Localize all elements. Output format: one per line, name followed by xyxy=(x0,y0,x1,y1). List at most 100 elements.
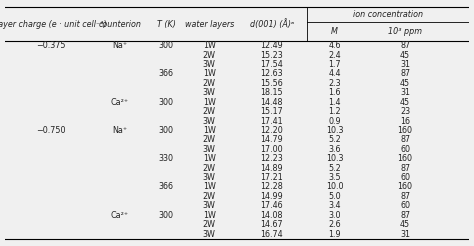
Text: 45: 45 xyxy=(400,51,410,60)
Text: 17.54: 17.54 xyxy=(261,60,283,69)
Text: 87: 87 xyxy=(400,211,410,220)
Text: 300: 300 xyxy=(159,41,174,50)
Text: 1.7: 1.7 xyxy=(328,60,341,69)
Text: 2W: 2W xyxy=(202,192,216,201)
Text: 1.6: 1.6 xyxy=(328,88,341,97)
Text: 60: 60 xyxy=(400,201,410,210)
Text: 3W: 3W xyxy=(203,145,216,154)
Text: 17.46: 17.46 xyxy=(261,201,283,210)
Text: 10³ ppm: 10³ ppm xyxy=(388,27,422,36)
Text: 5.2: 5.2 xyxy=(328,164,341,173)
Text: Na⁺: Na⁺ xyxy=(112,126,128,135)
Text: 15.17: 15.17 xyxy=(261,107,283,116)
Text: 2.4: 2.4 xyxy=(328,51,341,60)
Text: 1W: 1W xyxy=(203,69,216,78)
Text: ion concentration: ion concentration xyxy=(353,10,423,19)
Text: 330: 330 xyxy=(159,154,174,163)
Text: 10.0: 10.0 xyxy=(326,183,343,191)
Text: 3W: 3W xyxy=(203,60,216,69)
Text: 3.5: 3.5 xyxy=(328,173,341,182)
Text: 14.67: 14.67 xyxy=(261,220,283,229)
Text: 10.3: 10.3 xyxy=(326,126,343,135)
Text: 17.21: 17.21 xyxy=(261,173,283,182)
Text: 17.41: 17.41 xyxy=(261,117,283,125)
Text: 1W: 1W xyxy=(203,126,216,135)
Text: 31: 31 xyxy=(400,60,410,69)
Text: 45: 45 xyxy=(400,79,410,88)
Text: 1W: 1W xyxy=(203,41,216,50)
Text: 12.49: 12.49 xyxy=(261,41,283,50)
Text: 14.99: 14.99 xyxy=(261,192,283,201)
Text: 1.2: 1.2 xyxy=(328,107,341,116)
Text: 2W: 2W xyxy=(202,135,216,144)
Text: 1.9: 1.9 xyxy=(328,230,341,239)
Text: 60: 60 xyxy=(400,145,410,154)
Text: 12.23: 12.23 xyxy=(261,154,283,163)
Text: 0.9: 0.9 xyxy=(328,117,341,125)
Text: 3W: 3W xyxy=(203,117,216,125)
Text: 366: 366 xyxy=(159,69,174,78)
Text: 160: 160 xyxy=(398,154,413,163)
Text: Ca²⁺: Ca²⁺ xyxy=(111,211,129,220)
Text: 3.0: 3.0 xyxy=(328,211,341,220)
Text: 300: 300 xyxy=(159,126,174,135)
Text: 87: 87 xyxy=(400,135,410,144)
Text: 1W: 1W xyxy=(203,98,216,107)
Text: 31: 31 xyxy=(400,230,410,239)
Text: 2.3: 2.3 xyxy=(328,79,341,88)
Text: 366: 366 xyxy=(159,183,174,191)
Text: 4.6: 4.6 xyxy=(328,41,341,50)
Text: 17.00: 17.00 xyxy=(261,145,283,154)
Text: 14.48: 14.48 xyxy=(261,98,283,107)
Text: counterion: counterion xyxy=(99,20,141,29)
Text: 2W: 2W xyxy=(202,107,216,116)
Text: 16.74: 16.74 xyxy=(261,230,283,239)
Text: −0.750: −0.750 xyxy=(36,126,66,135)
Text: 23: 23 xyxy=(400,107,410,116)
Text: 5.0: 5.0 xyxy=(328,192,341,201)
Text: 3W: 3W xyxy=(203,230,216,239)
Text: 3W: 3W xyxy=(203,88,216,97)
Text: 60: 60 xyxy=(400,173,410,182)
Text: 18.15: 18.15 xyxy=(261,88,283,97)
Text: 2W: 2W xyxy=(202,79,216,88)
Text: 2W: 2W xyxy=(202,164,216,173)
Text: 3W: 3W xyxy=(203,173,216,182)
Text: 12.28: 12.28 xyxy=(261,183,283,191)
Text: 2W: 2W xyxy=(202,51,216,60)
Text: 5.2: 5.2 xyxy=(328,135,341,144)
Text: 1W: 1W xyxy=(203,211,216,220)
Text: water layers: water layers xyxy=(184,20,234,29)
Text: T (K): T (K) xyxy=(157,20,176,29)
Text: 160: 160 xyxy=(398,126,413,135)
Text: 87: 87 xyxy=(400,192,410,201)
Text: d(001) (Å)ᵃ: d(001) (Å)ᵃ xyxy=(250,19,294,29)
Text: 160: 160 xyxy=(398,183,413,191)
Text: 1W: 1W xyxy=(203,154,216,163)
Text: 3W: 3W xyxy=(203,201,216,210)
Text: 14.08: 14.08 xyxy=(261,211,283,220)
Text: 3.6: 3.6 xyxy=(328,145,341,154)
Text: −0.375: −0.375 xyxy=(36,41,66,50)
Text: 87: 87 xyxy=(400,41,410,50)
Text: 12.20: 12.20 xyxy=(261,126,283,135)
Text: Na⁺: Na⁺ xyxy=(112,41,128,50)
Text: 14.89: 14.89 xyxy=(261,164,283,173)
Text: M: M xyxy=(331,27,338,36)
Text: 300: 300 xyxy=(159,98,174,107)
Text: 15.23: 15.23 xyxy=(261,51,283,60)
Text: 16: 16 xyxy=(400,117,410,125)
Text: 2W: 2W xyxy=(202,220,216,229)
Text: layer charge (e · unit cell⁻¹): layer charge (e · unit cell⁻¹) xyxy=(0,20,107,29)
Text: 31: 31 xyxy=(400,88,410,97)
Text: 87: 87 xyxy=(400,69,410,78)
Text: Ca²⁺: Ca²⁺ xyxy=(111,98,129,107)
Text: 15.56: 15.56 xyxy=(261,79,283,88)
Text: 45: 45 xyxy=(400,220,410,229)
Text: 10.3: 10.3 xyxy=(326,154,343,163)
Text: 14.79: 14.79 xyxy=(261,135,283,144)
Text: 87: 87 xyxy=(400,164,410,173)
Text: 45: 45 xyxy=(400,98,410,107)
Text: 12.63: 12.63 xyxy=(261,69,283,78)
Text: 1W: 1W xyxy=(203,183,216,191)
